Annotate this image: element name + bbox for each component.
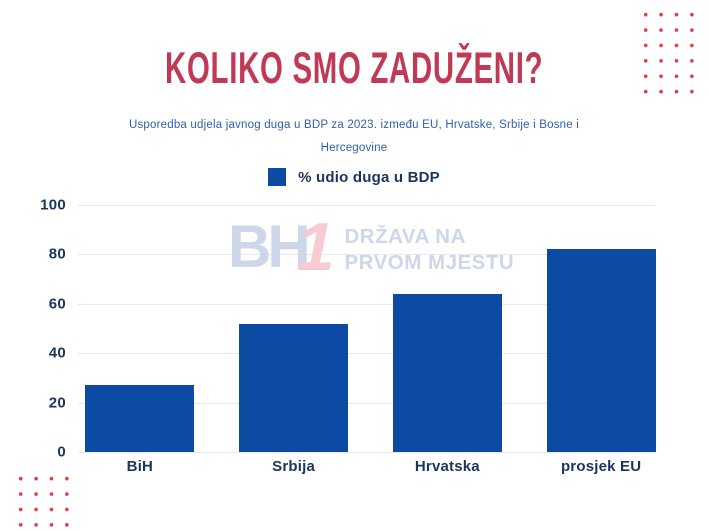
watermark: BH 1 DRŽAVA NA PRVOM MJESTU [228,209,515,285]
legend-label: % udio duga u BDP [298,168,440,186]
watermark-tagline: DRŽAVA NA PRVOM MJESTU [345,224,515,276]
gridline-0 [78,452,655,453]
bar-slot-srbija [217,205,371,452]
gridline-40 [78,353,655,355]
y-tick-label-0: 0 [57,443,66,461]
bar-srbija [239,323,349,452]
bar-slot-hrvatska [371,205,525,452]
page-title: KOLIKO SMO ZADUŽENI? [0,42,708,93]
watermark-tagline-line2: PRVOM MJESTU [344,251,515,274]
legend-swatch [268,168,287,186]
page-title-text: KOLIKO SMO ZADUŽENI? [164,42,544,93]
watermark-logo-one: 1 [296,209,335,285]
bars-layer [63,205,678,452]
x-tick-label-srbija: Srbija [272,458,316,475]
y-tick-label-40: 40 [48,344,66,362]
x-tick-label-hrvatska: Hrvatska [414,458,480,475]
decor-dots-top-right [638,7,701,101]
gridline-60 [78,303,655,305]
x-axis: BiH Srbija Hrvatska prosjek EU [63,458,678,475]
x-tick-label-prosjek-eu: prosjek EU [560,458,642,475]
y-tick-label-80: 80 [48,245,66,263]
y-tick-label-100: 100 [40,196,66,214]
bar-chart: 0 20 40 60 80 100 BH 1 DRŽAVA NA PRVOM MJESTU… [40,197,656,475]
watermark-tagline-line1: DRŽAVA NA [344,225,466,248]
page-subtitle-line2: Hercegovine [320,142,388,154]
gridline-80 [78,254,655,256]
gridline-20 [78,402,655,404]
page-subtitle-line1: Usporedba udjela javnog duga u BDP za 20… [128,119,580,131]
bar-hrvatska [392,293,502,452]
chart-legend: % udio duga u BDP [0,168,708,186]
bar-slot-prosjek-eu [524,205,678,452]
gridline-100 [78,205,655,206]
y-axis: 0 20 40 60 80 100 [28,197,72,461]
gridlines [78,205,655,453]
bar-prosjek-eu [546,249,656,452]
watermark-logo-bh: BH [228,213,311,280]
x-tick-label-bih: BiH [126,458,154,475]
decor-dots-bottom-left [13,471,76,531]
bar-slot-bih [63,205,217,452]
y-tick-label-60: 60 [48,295,66,313]
bar-bih [85,385,195,452]
page-subtitle: Usporedba udjela javnog duga u BDP za 20… [64,114,644,160]
y-tick-label-20: 20 [48,394,66,412]
